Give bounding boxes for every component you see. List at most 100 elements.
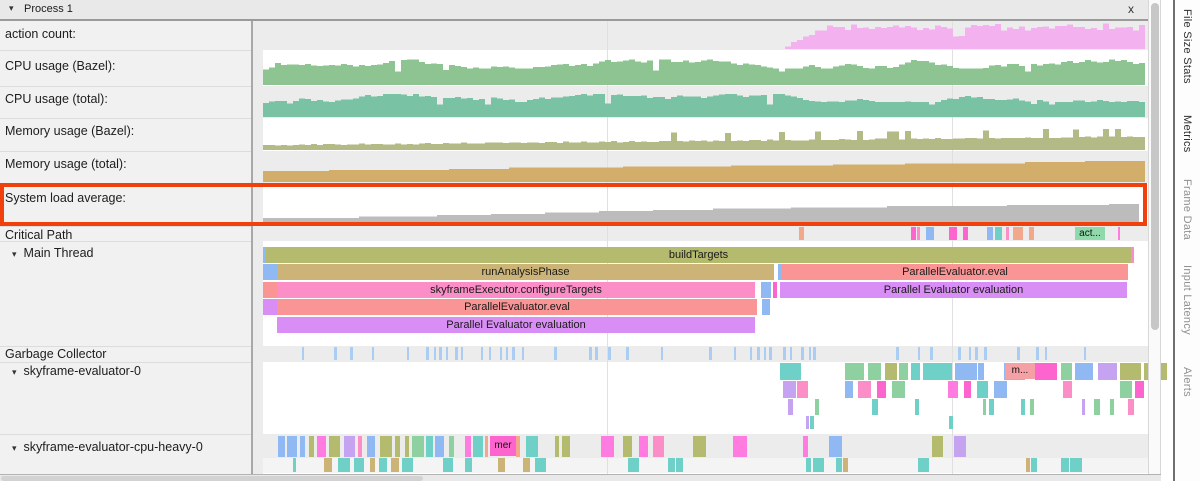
tab-metrics[interactable]: Metrics xyxy=(1181,115,1193,153)
event-slice[interactable] xyxy=(803,436,808,457)
flame-bar[interactable]: skyframeExecutor.configureTargets xyxy=(277,282,755,298)
event-slice[interactable] xyxy=(588,347,592,360)
event-slice[interactable] xyxy=(454,347,458,360)
event-slice[interactable] xyxy=(858,381,871,398)
event-slice[interactable] xyxy=(300,436,306,457)
event-slice[interactable] xyxy=(962,227,968,240)
event-slice[interactable] xyxy=(925,227,934,240)
track-chart-mem-bazel[interactable] xyxy=(263,121,1148,155)
event-slice[interactable] xyxy=(465,436,471,457)
event-slice[interactable] xyxy=(757,347,760,360)
event-slice[interactable] xyxy=(783,347,786,360)
event-slice[interactable] xyxy=(434,347,437,360)
tab-file-size-stats[interactable]: File Size Stats xyxy=(1181,9,1193,84)
event-slice[interactable] xyxy=(876,381,887,398)
event-slice[interactable] xyxy=(995,227,1002,240)
event-slice[interactable] xyxy=(783,381,796,398)
track-chart-sys-load[interactable] xyxy=(263,189,1139,227)
event-slice[interactable] xyxy=(1028,227,1034,240)
event-slice[interactable] xyxy=(917,227,920,240)
event-slice[interactable] xyxy=(516,436,521,457)
event-slice[interactable] xyxy=(1118,227,1121,240)
event-slice[interactable] xyxy=(499,347,502,360)
event-slice[interactable] xyxy=(797,381,808,398)
event-slice[interactable] xyxy=(676,458,684,472)
track-label-critical-path[interactable]: Critical Path xyxy=(5,228,72,242)
event-slice[interactable] xyxy=(1029,399,1034,415)
event-slice[interactable] xyxy=(955,363,977,380)
event-slice[interactable] xyxy=(872,399,878,415)
event-slice[interactable] xyxy=(814,399,820,415)
event-slice[interactable] xyxy=(465,458,472,472)
event-slice[interactable] xyxy=(343,436,356,457)
event-slice[interactable] xyxy=(1017,347,1020,360)
event-slice[interactable] xyxy=(948,381,959,398)
event-slice[interactable] xyxy=(977,381,988,398)
event-slice[interactable] xyxy=(801,347,804,360)
event-slice[interactable] xyxy=(964,381,971,398)
event-slice[interactable] xyxy=(1063,381,1073,398)
tab-frame-data[interactable]: Frame Data xyxy=(1181,179,1193,241)
event-slice[interactable] xyxy=(949,227,957,240)
event-slice[interactable] xyxy=(780,363,802,380)
event-slice[interactable] xyxy=(390,458,399,472)
event-slice[interactable] xyxy=(994,381,1008,398)
event-slice[interactable] xyxy=(975,347,978,360)
event-slice[interactable] xyxy=(790,347,793,360)
event-slice[interactable] xyxy=(969,347,972,360)
event-slice[interactable] xyxy=(460,347,463,360)
event-slice[interactable] xyxy=(1134,381,1144,398)
event-slice[interactable] xyxy=(708,347,712,360)
event-slice[interactable] xyxy=(843,458,848,472)
vertical-scrollbar-thumb[interactable] xyxy=(1151,3,1159,330)
vertical-scrollbar[interactable] xyxy=(1148,0,1161,474)
event-slice[interactable] xyxy=(1094,399,1101,415)
event-slice[interactable] xyxy=(1005,227,1010,240)
event-slice[interactable] xyxy=(308,436,314,457)
tab-input-latency[interactable]: Input Latency xyxy=(1181,265,1193,335)
event-slice[interactable] xyxy=(426,347,429,360)
event-slice[interactable] xyxy=(828,436,842,457)
event-slice[interactable] xyxy=(324,458,332,472)
event-slice[interactable] xyxy=(978,363,985,380)
event-slice[interactable] xyxy=(379,458,388,472)
event-slice[interactable] xyxy=(1061,458,1069,472)
event-slice[interactable] xyxy=(625,347,629,360)
event-slice[interactable] xyxy=(668,458,676,472)
event-slice[interactable] xyxy=(522,347,525,360)
event-slice[interactable] xyxy=(380,436,393,457)
event-slice[interactable] xyxy=(895,347,899,360)
event-slice[interactable] xyxy=(749,347,753,360)
flame-bar[interactable] xyxy=(1131,247,1134,263)
flame-bar[interactable]: Parallel Evaluator evaluation xyxy=(277,317,755,333)
event-slice[interactable] xyxy=(806,458,811,472)
event-slice[interactable] xyxy=(512,347,515,360)
event-slice[interactable] xyxy=(404,436,409,457)
event-slice[interactable] xyxy=(601,436,615,457)
event-slice[interactable] xyxy=(798,227,804,240)
event-slice[interactable] xyxy=(810,416,815,429)
event-slice[interactable] xyxy=(334,347,337,360)
event-slice[interactable] xyxy=(369,458,375,472)
event-slice[interactable] xyxy=(808,347,812,360)
event-chip[interactable]: act... xyxy=(1075,227,1105,240)
event-slice[interactable] xyxy=(987,227,993,240)
event-slice[interactable] xyxy=(1036,347,1039,360)
event-slice[interactable] xyxy=(338,458,351,472)
event-slice[interactable] xyxy=(555,436,559,457)
event-chip[interactable]: m... xyxy=(1005,363,1035,379)
flame-bar[interactable] xyxy=(263,264,277,280)
flame-bar[interactable]: ParallelEvaluator.eval xyxy=(277,299,757,315)
event-slice[interactable] xyxy=(867,363,881,380)
event-slice[interactable] xyxy=(505,347,509,360)
event-slice[interactable] xyxy=(497,458,505,472)
event-slice[interactable] xyxy=(1120,381,1133,398)
expander-icon[interactable]: ▾ xyxy=(12,367,17,377)
track-label-main-thread[interactable]: ▾ Main Thread xyxy=(12,246,93,260)
track-label-skyframe-evaluator-0[interactable]: ▾ skyframe-evaluator-0 xyxy=(12,364,141,378)
track-label-cpu-total[interactable]: CPU usage (total): xyxy=(5,92,108,106)
event-slice[interactable] xyxy=(480,347,483,360)
event-slice[interactable] xyxy=(353,458,364,472)
event-slice[interactable] xyxy=(366,436,376,457)
event-slice[interactable] xyxy=(434,436,445,457)
